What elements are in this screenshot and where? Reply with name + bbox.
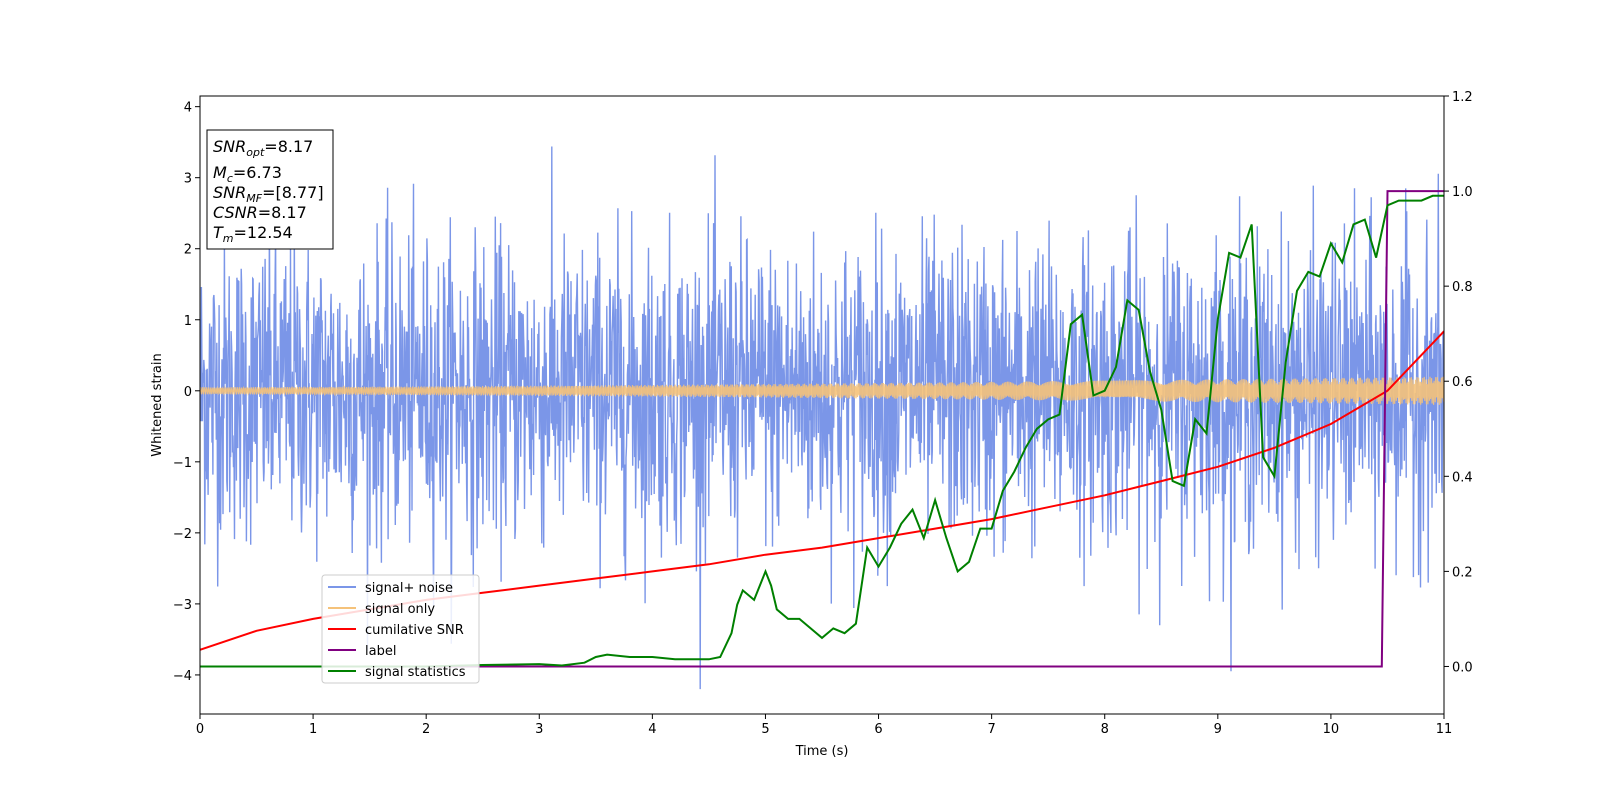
- x-tick-label: 0: [196, 722, 204, 737]
- y-left-tick-label: 4: [184, 101, 192, 116]
- y-axis-label: Whitened strain: [150, 353, 165, 456]
- info-csnr: CSNR=8.17: [213, 203, 307, 222]
- info-mc: Mc=6.73: [213, 163, 282, 185]
- y-right-tick-label: 0.4: [1452, 470, 1473, 485]
- y-left-tick-label: −1: [173, 456, 192, 471]
- x-axis-label: Time (s): [795, 744, 849, 759]
- y-right-tick-label: 0.6: [1452, 375, 1473, 390]
- y-left-tick-label: −2: [173, 527, 192, 542]
- y-axis-right-ticks: 1.2 1.0 0.8 0.6 0.4 0.2 0.0: [1444, 90, 1473, 675]
- x-axis-ticks: 0 1 2 3 4 5 6 7 8 9 10 11: [196, 714, 1452, 737]
- x-tick-label: 7: [987, 722, 995, 737]
- y-axis-left-ticks: 4 3 2 1 0 −1 −2 −3 −4: [173, 101, 200, 684]
- x-tick-label: 5: [761, 722, 769, 737]
- signal-statistics-line: [200, 194, 1444, 668]
- y-right-tick-label: 0.2: [1452, 565, 1473, 580]
- legend: signal+ noise signal only cumilative SNR…: [321, 574, 480, 684]
- legend-label-signal: signal only: [365, 602, 435, 617]
- y-left-tick-label: 0: [184, 385, 192, 400]
- info-tm: Tm=12.54: [213, 223, 293, 245]
- info-snr-opt: SNRopt=8.17: [213, 137, 313, 159]
- label-line: [200, 190, 1444, 668]
- x-tick-label: 8: [1101, 722, 1109, 737]
- series-signal-noise: [200, 146, 1444, 690]
- x-tick-label: 3: [535, 722, 543, 737]
- legend-label-stats: signal statistics: [365, 665, 466, 680]
- y-left-tick-label: −3: [173, 598, 192, 613]
- x-tick-label: 10: [1323, 722, 1340, 737]
- legend-label-snr: cumilative SNR: [365, 623, 464, 638]
- legend-label-label: label: [365, 644, 396, 659]
- x-tick-label: 11: [1436, 722, 1453, 737]
- y-left-tick-label: −4: [173, 669, 192, 684]
- legend-label-noise: signal+ noise: [365, 581, 453, 596]
- y-right-tick-label: 1.2: [1452, 90, 1473, 105]
- y-left-tick-label: 3: [184, 172, 192, 187]
- plot-frame: [199, 95, 1445, 715]
- y-right-tick-label: 0.8: [1452, 280, 1473, 295]
- x-tick-label: 2: [422, 722, 430, 737]
- y-right-tick-label: 0.0: [1452, 660, 1473, 675]
- y-right-tick-label: 1.0: [1452, 185, 1473, 200]
- y-left-tick-label: 2: [184, 243, 192, 258]
- x-tick-label: 6: [874, 722, 882, 737]
- x-tick-label: 9: [1214, 722, 1222, 737]
- series-signal-only: [200, 376, 1444, 405]
- noise-trace: [200, 146, 1444, 690]
- signal-trace: [200, 376, 1444, 405]
- y-left-tick-label: 1: [184, 314, 192, 329]
- info-snr-mf: SNRMF=[8.77]: [213, 183, 324, 205]
- info-box: SNRopt=8.17 Mc=6.73 SNRMF=[8.77] CSNR=8.…: [206, 129, 334, 250]
- x-tick-label: 4: [648, 722, 656, 737]
- x-tick-label: 1: [309, 722, 317, 737]
